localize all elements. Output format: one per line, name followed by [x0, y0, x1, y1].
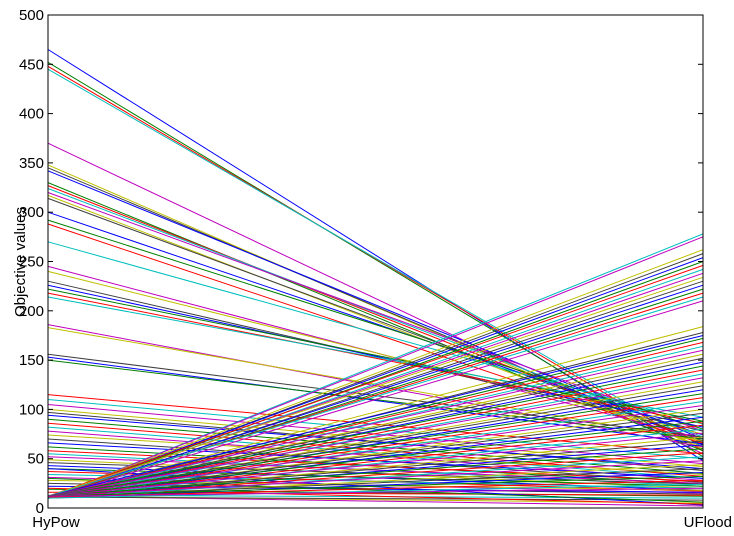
series-line-32	[47, 399, 704, 460]
series-line-99	[47, 389, 704, 499]
series-line-81	[47, 296, 704, 497]
series-line-92	[47, 361, 704, 499]
series-line-85	[47, 335, 704, 497]
y-tick-label: 350	[19, 155, 44, 172]
series-line-100	[47, 393, 704, 497]
x-axis-ticks: HyPow UFlood	[32, 514, 732, 531]
series-line-107	[47, 420, 704, 497]
plot-frame	[47, 14, 704, 509]
series-line-73	[47, 264, 704, 497]
series-line-84	[47, 332, 704, 499]
y-tick-label: 400	[19, 106, 44, 123]
y-tick-label: 50	[27, 451, 44, 468]
series-line-110	[47, 432, 704, 497]
series-line-82	[47, 300, 704, 499]
series-line-96	[47, 377, 704, 497]
series-line-121	[47, 475, 704, 497]
y-axis-ticks: 0 50 100 150 200 250 300 350 400 450 500	[19, 7, 703, 517]
series-line-114	[47, 448, 704, 497]
series-line-95	[47, 373, 704, 499]
series-line-120	[47, 472, 704, 499]
series-line-102	[47, 401, 704, 499]
series-lines	[47, 49, 704, 507]
series-line-22	[47, 284, 704, 428]
y-tick-label: 500	[19, 7, 44, 24]
series-line-37	[47, 418, 704, 474]
series-line-106	[47, 416, 704, 499]
series-line-83	[47, 326, 704, 498]
series-line-27	[47, 327, 704, 442]
series-line-5	[47, 142, 704, 455]
series-line-103	[47, 405, 704, 497]
series-line-1	[47, 49, 704, 462]
series-line-13	[47, 194, 704, 448]
series-line-47	[47, 456, 704, 484]
y-tick-label: 300	[19, 204, 44, 221]
series-line-68	[47, 236, 704, 499]
series-line-16	[47, 219, 704, 430]
y-tick-label: 250	[19, 254, 44, 271]
y-axis-label: Objective values	[12, 207, 29, 317]
series-line-23	[47, 288, 704, 422]
x-tick-label-uflood: UFlood	[684, 514, 732, 531]
series-line-113	[47, 444, 704, 499]
y-tick-label: 0	[36, 500, 44, 517]
series-line-49	[47, 462, 704, 485]
series-line-14	[47, 197, 704, 442]
y-tick-label: 100	[19, 401, 44, 418]
y-tick-label: 200	[19, 303, 44, 320]
series-line-43	[47, 442, 704, 479]
series-line-11	[47, 188, 704, 438]
x-tick-label-hypow: HyPow	[32, 514, 80, 531]
series-line-69	[47, 249, 704, 498]
series-line-93	[47, 365, 704, 497]
series-line-78	[47, 284, 704, 498]
series-line-20	[47, 270, 704, 435]
series-line-124	[47, 487, 704, 497]
series-line-109	[47, 428, 704, 499]
series-line-4	[47, 68, 704, 448]
series-line-117	[47, 460, 704, 497]
series-line-10	[47, 185, 704, 444]
series-line-17	[47, 223, 704, 445]
y-tick-label: 450	[19, 56, 44, 73]
series-line-63	[47, 496, 704, 501]
series-line-29	[47, 356, 704, 445]
y-tick-label: 150	[19, 352, 44, 369]
series-line-116	[47, 456, 704, 499]
series-line-18	[47, 241, 704, 425]
series-line-72	[47, 261, 704, 499]
series-line-88	[47, 345, 704, 499]
series-line-76	[47, 276, 704, 497]
series-line-123	[47, 483, 704, 499]
series-line-89	[47, 349, 704, 497]
